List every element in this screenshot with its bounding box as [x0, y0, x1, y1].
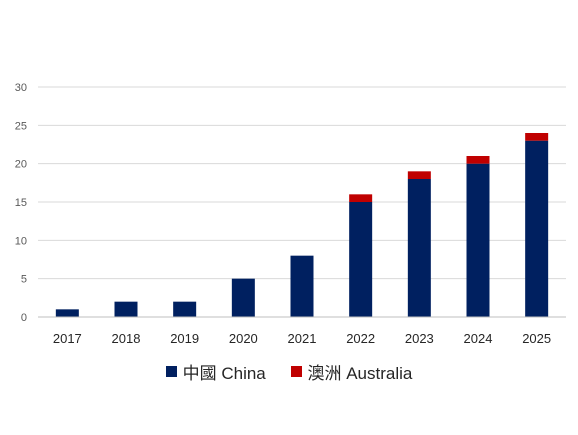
x-tick-label: 2021 [288, 331, 317, 346]
x-tick-label: 2025 [522, 331, 551, 346]
x-tick-label: 2022 [346, 331, 375, 346]
legend-swatch-australia [290, 366, 302, 377]
y-tick-label: 0 [21, 312, 27, 324]
bars [55, 133, 549, 317]
y-tick-label: 10 [15, 235, 27, 247]
bar-china-2018 [114, 301, 138, 317]
legend-swatch-china [165, 366, 177, 377]
bar-china-2024 [466, 163, 490, 317]
bar-china-2022 [349, 202, 373, 317]
bar-australia-2024 [466, 156, 490, 164]
legend: 中國 China 澳洲 Australia [0, 359, 578, 384]
x-tick-label: 2024 [464, 331, 493, 346]
y-tick-label: 15 [15, 197, 27, 209]
y-tick-label: 5 [21, 274, 27, 286]
bar-china-2019 [173, 301, 197, 317]
bar-australia-2023 [407, 171, 431, 179]
y-tick-label: 30 [15, 82, 27, 94]
x-tick-label: 2019 [170, 331, 199, 346]
bar-china-2021 [290, 255, 314, 317]
bar-china-2017 [55, 309, 79, 317]
y-tick-label: 20 [15, 159, 27, 171]
legend-label-australia: 澳洲 Australia [307, 364, 413, 383]
legend-item-china: 中國 China [165, 359, 266, 384]
x-tick-label: 2020 [229, 331, 258, 346]
bar-china-2020 [231, 278, 255, 317]
y-axis-ticks: 0 5 10 15 20 25 30 [15, 82, 27, 324]
bar-china-2023 [407, 179, 431, 317]
bar-australia-2022 [349, 194, 373, 202]
bar-australia-2025 [525, 133, 549, 141]
legend-label-china: 中國 China [182, 364, 266, 383]
y-tick-label: 25 [15, 120, 27, 132]
x-tick-label: 2023 [405, 331, 434, 346]
bar-china-2025 [525, 140, 549, 317]
x-tick-label: 2017 [53, 331, 82, 346]
legend-item-australia: 澳洲 Australia [290, 359, 413, 384]
x-tick-label: 2018 [112, 331, 141, 346]
x-axis-ticks: 2017 2018 2019 2020 2021 2022 2023 2024 2025 [53, 331, 551, 346]
